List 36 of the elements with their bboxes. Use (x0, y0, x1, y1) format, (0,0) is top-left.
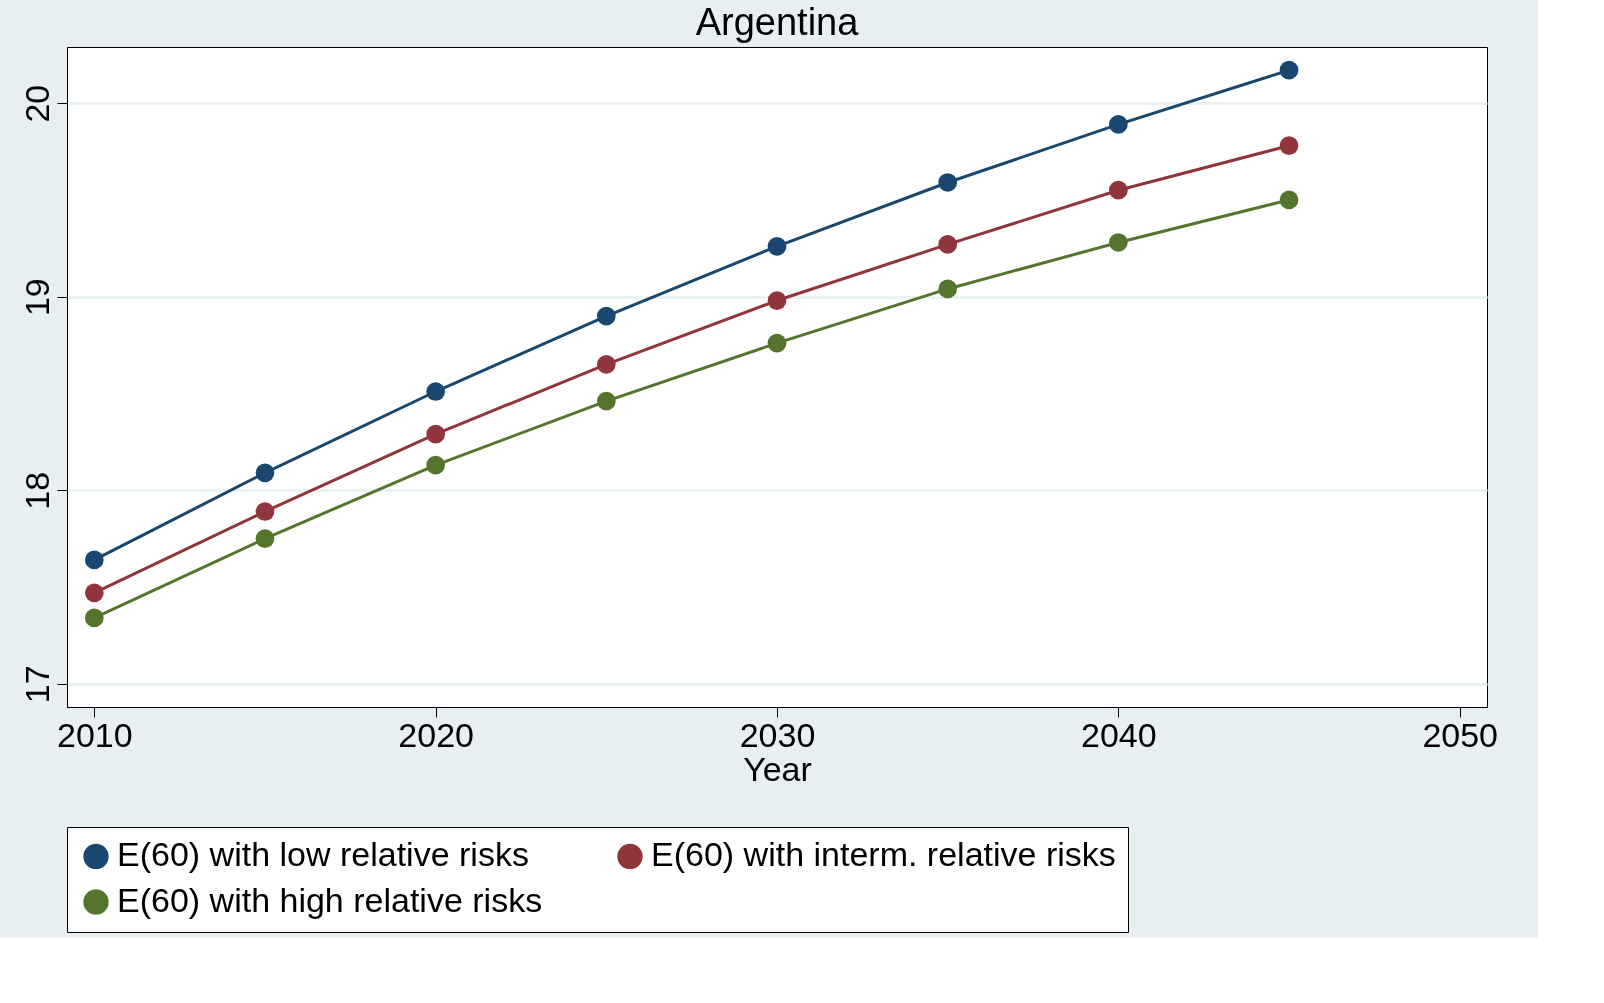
point (255, 529, 275, 548)
point (596, 355, 616, 374)
y-tick-label: 20 (17, 84, 56, 123)
chart-title: Argentina (695, 1, 860, 43)
legend-label: E(60) with interm. relative risks (651, 835, 1116, 874)
point (1108, 115, 1128, 134)
point (84, 608, 104, 628)
x-tick-label: 2040 (1081, 715, 1157, 754)
x-tick-label: 2020 (398, 715, 474, 754)
point (596, 306, 616, 326)
point (426, 424, 446, 444)
x-tick-label: 2010 (56, 715, 133, 754)
point (767, 237, 787, 256)
y-tick-label: 17 (17, 665, 56, 704)
point (255, 502, 275, 521)
x-tick-label: 2050 (1422, 715, 1499, 754)
point (84, 550, 104, 570)
point (255, 463, 275, 483)
point (938, 173, 958, 192)
point (596, 391, 616, 411)
point (426, 382, 446, 401)
point (938, 235, 958, 254)
point (938, 279, 958, 299)
point (1279, 136, 1299, 156)
point (84, 583, 104, 603)
legend-label: E(60) with high relative risks (117, 881, 543, 919)
point (1279, 60, 1299, 80)
point (1108, 233, 1128, 252)
point (1108, 180, 1128, 200)
point (426, 455, 446, 475)
y-tick-label: 18 (17, 471, 56, 510)
point (1279, 190, 1299, 210)
legend-label: E(60) with low relative risks (117, 835, 529, 874)
point (767, 291, 787, 310)
y-tick-label: 19 (17, 278, 56, 317)
point (767, 333, 787, 353)
